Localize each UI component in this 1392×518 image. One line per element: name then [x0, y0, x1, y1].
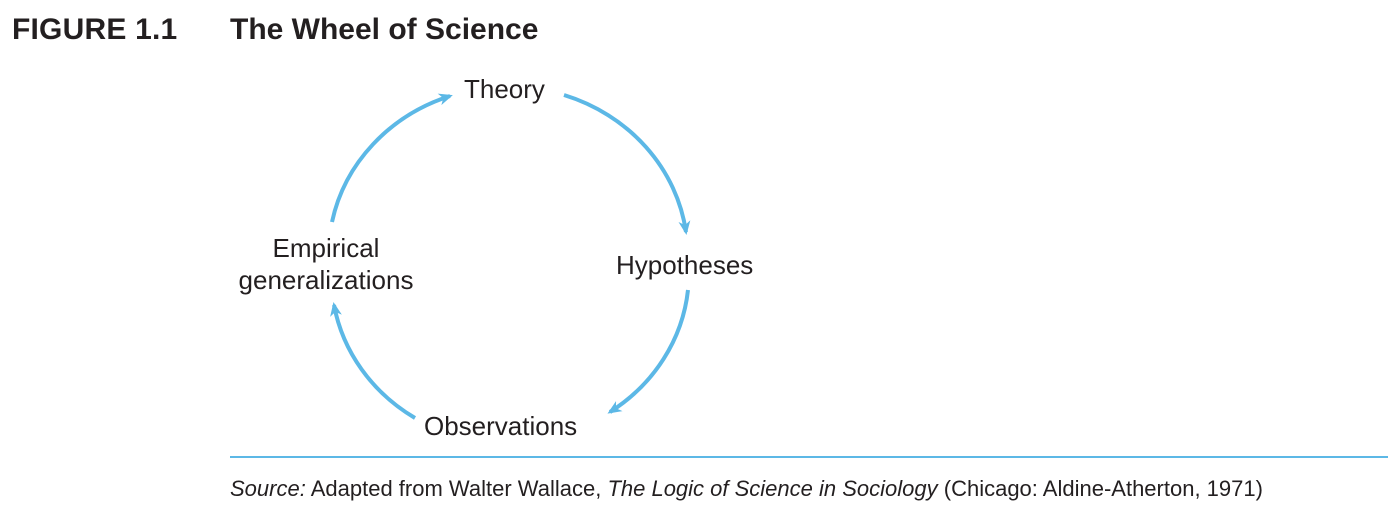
source-book-title: The Logic of Science in Sociology	[607, 476, 938, 501]
arrow-theory-to-hypotheses	[563, 93, 691, 235]
node-empirical-generalizations: Empirical generalizations	[226, 232, 426, 296]
figure-title: The Wheel of Science	[230, 13, 539, 46]
arrow-empirical-to-theory	[330, 93, 453, 223]
node-hypotheses: Hypotheses	[616, 250, 754, 280]
node-theory: Theory	[464, 74, 545, 104]
source-divider	[230, 456, 1388, 458]
figure-number: FIGURE 1.1	[12, 13, 178, 46]
arrow-hypotheses-to-observations	[607, 289, 690, 414]
node-empirical-line1: Empirical	[272, 233, 380, 263]
arrow-observations-to-empirical	[330, 302, 417, 420]
source-text-2: (Chicago: Aldine-Atherton, 1971)	[937, 476, 1263, 501]
source-label: Source:	[230, 476, 306, 501]
node-empirical-line2: generalizations	[238, 265, 414, 295]
source-text-1: Adapted from Walter Wallace,	[305, 476, 608, 501]
node-observations: Observations	[424, 411, 578, 441]
source-note: Source: Adapted from Walter Wallace, The…	[230, 476, 1263, 502]
